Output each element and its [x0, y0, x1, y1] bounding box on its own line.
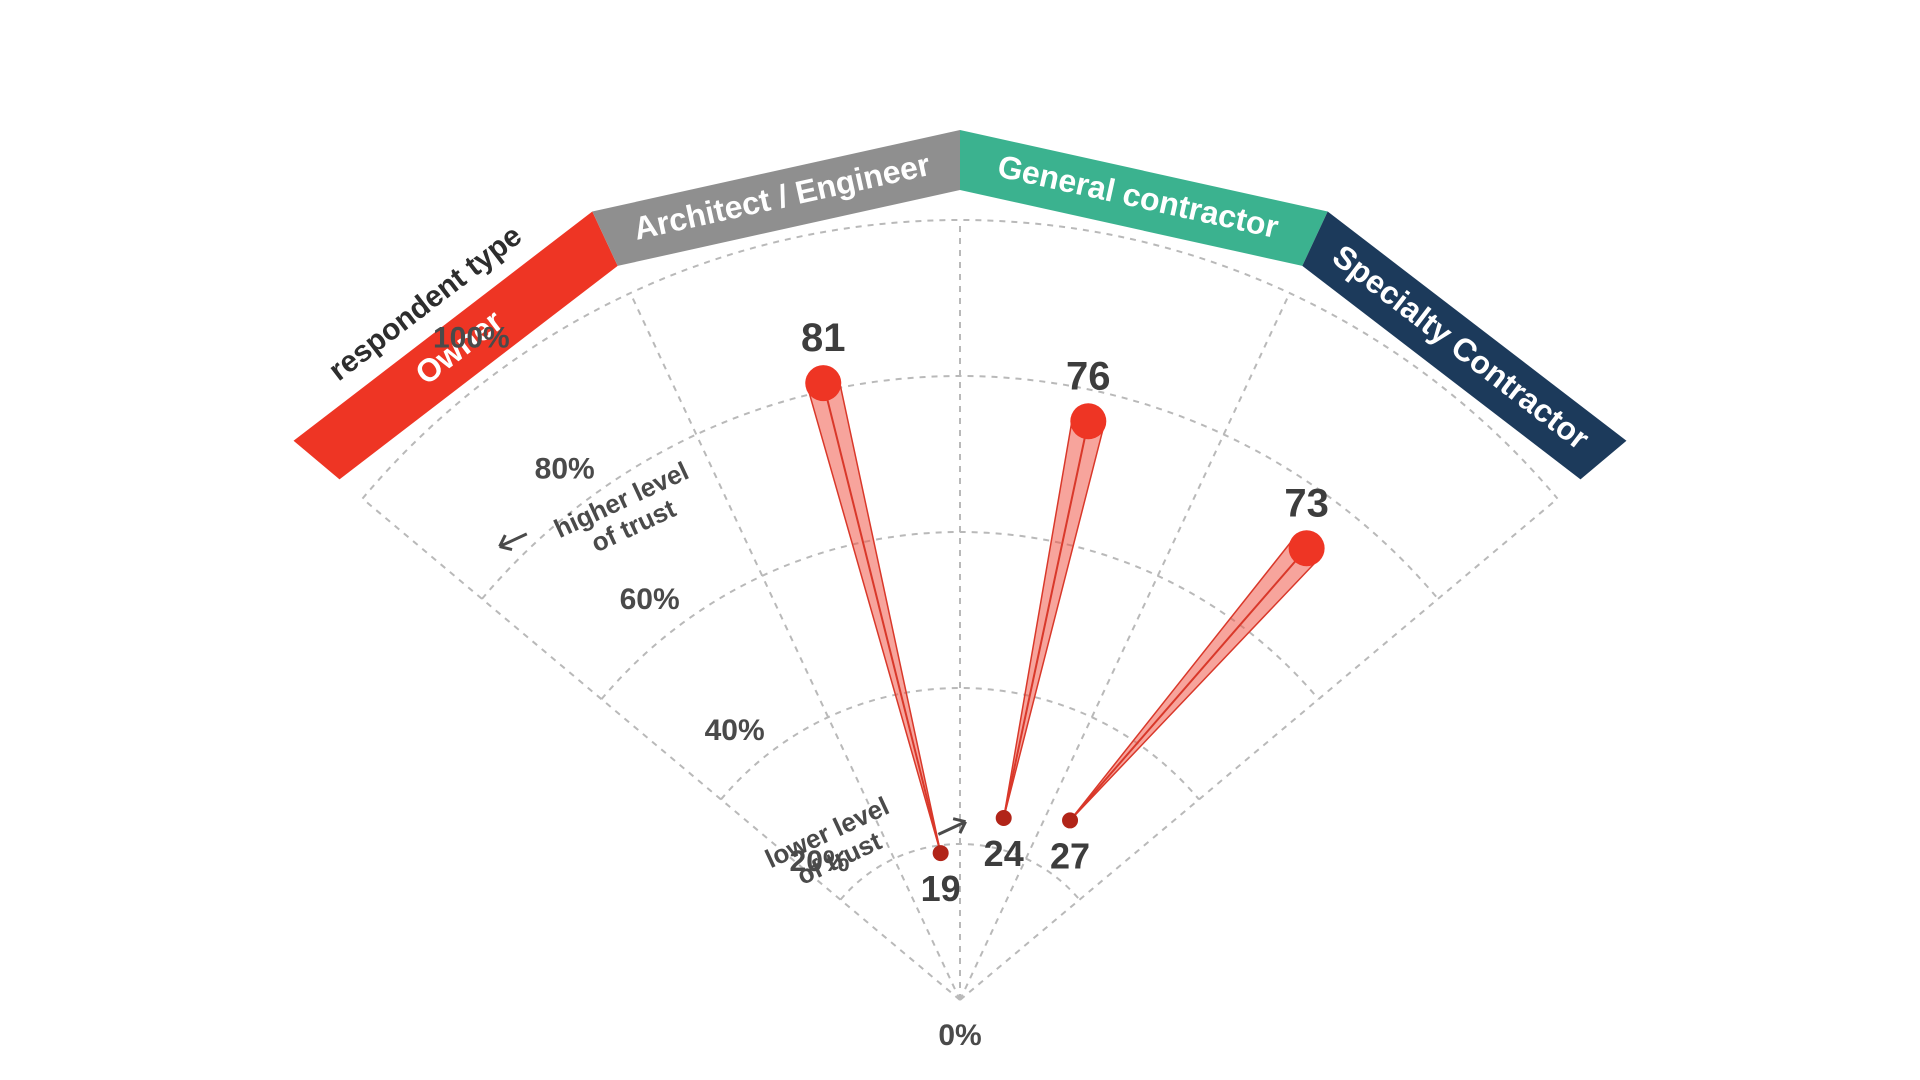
scale-label: 40% — [705, 714, 765, 747]
segment-bands: OwnerArchitect / EngineerGeneral contrac… — [294, 130, 1627, 479]
low-value-architect: 19 — [921, 868, 961, 909]
needle-architect — [807, 380, 940, 853]
scale-label: 60% — [620, 583, 680, 616]
low-dot-architect — [933, 845, 949, 861]
low-dot-specialty — [1062, 812, 1078, 828]
high-value-specialty: 73 — [1284, 481, 1329, 525]
higher-trust-label: higher levelof trust — [496, 454, 705, 594]
scale-label: 0% — [938, 1019, 981, 1052]
high-value-general: 76 — [1066, 354, 1111, 398]
trust-fan-chart: OwnerArchitect / EngineerGeneral contrac… — [0, 0, 1920, 1080]
scale-label: 100% — [433, 321, 510, 354]
low-value-specialty: 27 — [1050, 835, 1090, 876]
scale-label: 80% — [535, 452, 595, 485]
needle-general — [1004, 418, 1104, 818]
arrow-down-icon — [935, 814, 969, 841]
high-dot-specialty — [1289, 530, 1325, 566]
high-value-architect: 81 — [801, 316, 846, 360]
high-dot-general — [1070, 403, 1106, 439]
low-value-general: 24 — [984, 833, 1024, 874]
segment-label-specialty: Specialty Contractor — [1326, 238, 1596, 457]
high-dot-architect — [805, 365, 841, 401]
low-dot-general — [996, 810, 1012, 826]
arrow-up-icon — [496, 527, 530, 554]
svg-text:lower levelof trust: lower levelof trust — [760, 791, 905, 900]
